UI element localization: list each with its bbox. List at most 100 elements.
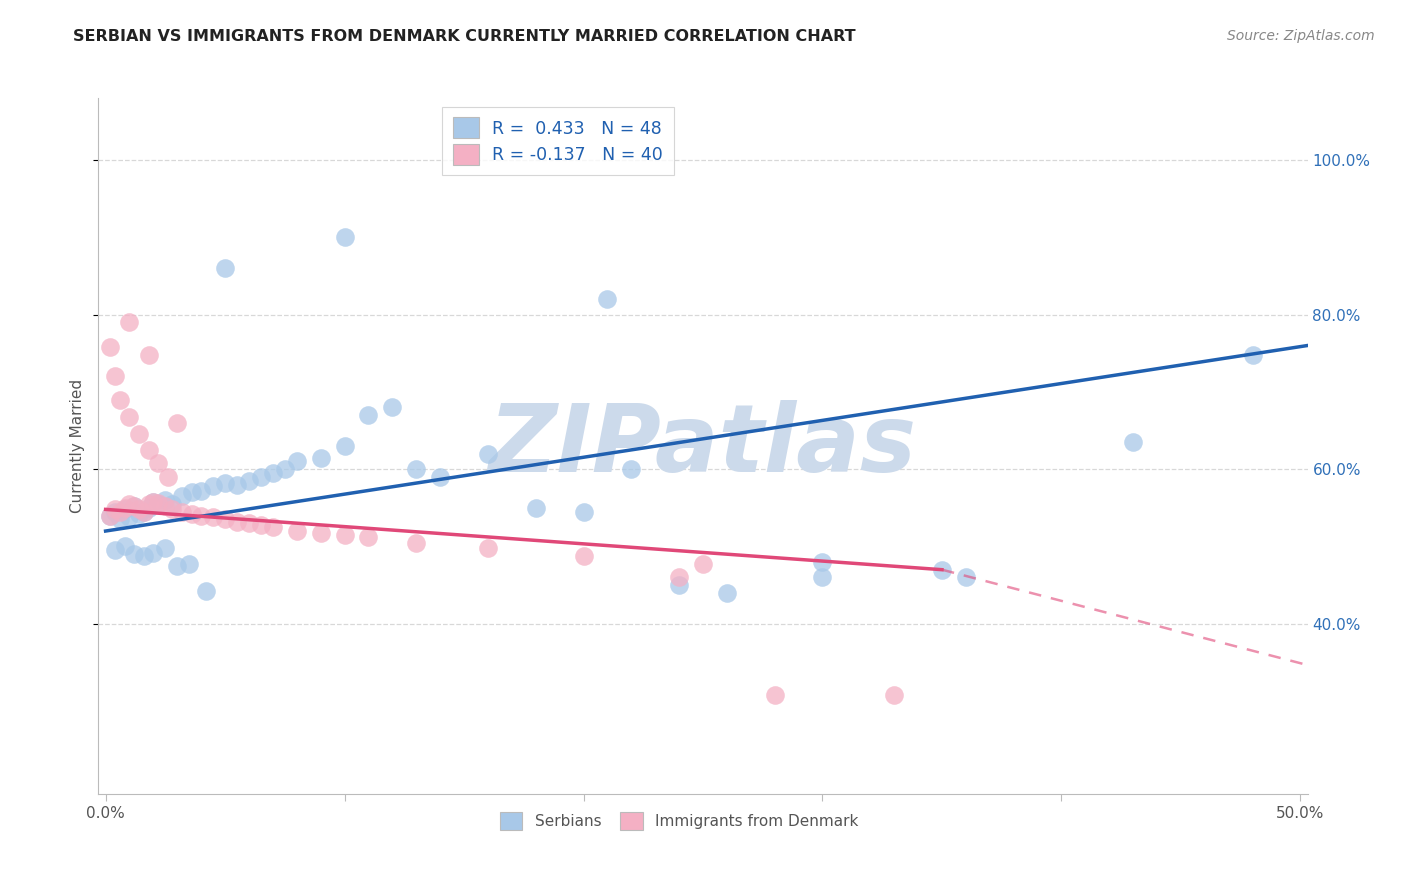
Point [214,476,236,491]
Point [179,557,201,571]
Point [524,500,547,515]
Point [309,525,332,540]
Point [477,447,499,461]
Point [118,315,141,329]
Legend: Serbians, Immigrants from Denmark: Serbians, Immigrants from Denmark [494,805,865,837]
Y-axis label: Currently Married: Currently Married [70,379,86,513]
Point [285,454,308,468]
Point [931,563,953,577]
Point [156,470,179,484]
Point [716,586,738,600]
Point [146,497,169,511]
Point [104,502,127,516]
Point [333,528,356,542]
Point [118,409,141,424]
Point [108,505,131,519]
Point [128,507,150,521]
Point [190,483,212,498]
Point [104,369,127,384]
Point [477,541,499,555]
Point [238,474,260,488]
Point [114,540,136,554]
Point [138,348,160,362]
Point [214,261,236,276]
Point [155,493,177,508]
Point [142,494,165,508]
Point [620,462,643,476]
Point [955,570,977,584]
Point [238,516,260,531]
Point [214,512,236,526]
Point [1122,435,1144,450]
Point [122,547,145,561]
Point [98,508,121,523]
Point [162,502,184,516]
Point [262,520,284,534]
Point [333,439,356,453]
Point [572,549,595,563]
Point [146,496,169,510]
Point [226,477,249,491]
Point [405,535,427,549]
Point [162,497,184,511]
Point [132,549,155,563]
Point [155,500,177,514]
Point [118,510,141,524]
Point [114,502,136,516]
Point [763,688,786,702]
Point [166,558,188,573]
Point [132,505,155,519]
Point [202,510,225,524]
Text: ZIPatlas: ZIPatlas [489,400,917,492]
Point [596,292,619,306]
Point [146,456,169,470]
Point [202,479,225,493]
Point [692,557,714,571]
Point [226,515,249,529]
Point [357,530,380,544]
Point [108,512,131,526]
Point [180,485,202,500]
Point [132,505,155,519]
Point [142,546,165,560]
Point [811,570,834,584]
Point [309,450,332,465]
Point [108,392,131,407]
Point [668,570,690,584]
Point [114,500,136,515]
Point [122,500,145,514]
Point [250,517,273,532]
Point [811,555,834,569]
Text: Source: ZipAtlas.com: Source: ZipAtlas.com [1227,29,1375,43]
Point [190,508,212,523]
Point [274,462,297,476]
Point [180,507,202,521]
Point [118,497,141,511]
Point [138,497,160,511]
Point [104,543,127,558]
Point [128,502,150,516]
Point [138,500,160,515]
Point [668,578,690,592]
Point [128,427,150,442]
Point [381,401,404,415]
Point [883,688,905,702]
Point [155,541,177,555]
Point [1241,348,1264,362]
Point [138,442,160,457]
Point [194,584,217,599]
Point [104,505,127,519]
Point [98,340,121,354]
Point [122,500,145,514]
Point [405,462,427,476]
Point [166,416,188,430]
Point [98,508,121,523]
Point [333,230,356,244]
Point [142,494,165,508]
Point [262,466,284,480]
Point [572,505,595,519]
Text: SERBIAN VS IMMIGRANTS FROM DENMARK CURRENTLY MARRIED CORRELATION CHART: SERBIAN VS IMMIGRANTS FROM DENMARK CURRE… [73,29,856,44]
Point [357,408,380,422]
Point [250,470,273,484]
Point [170,505,193,519]
